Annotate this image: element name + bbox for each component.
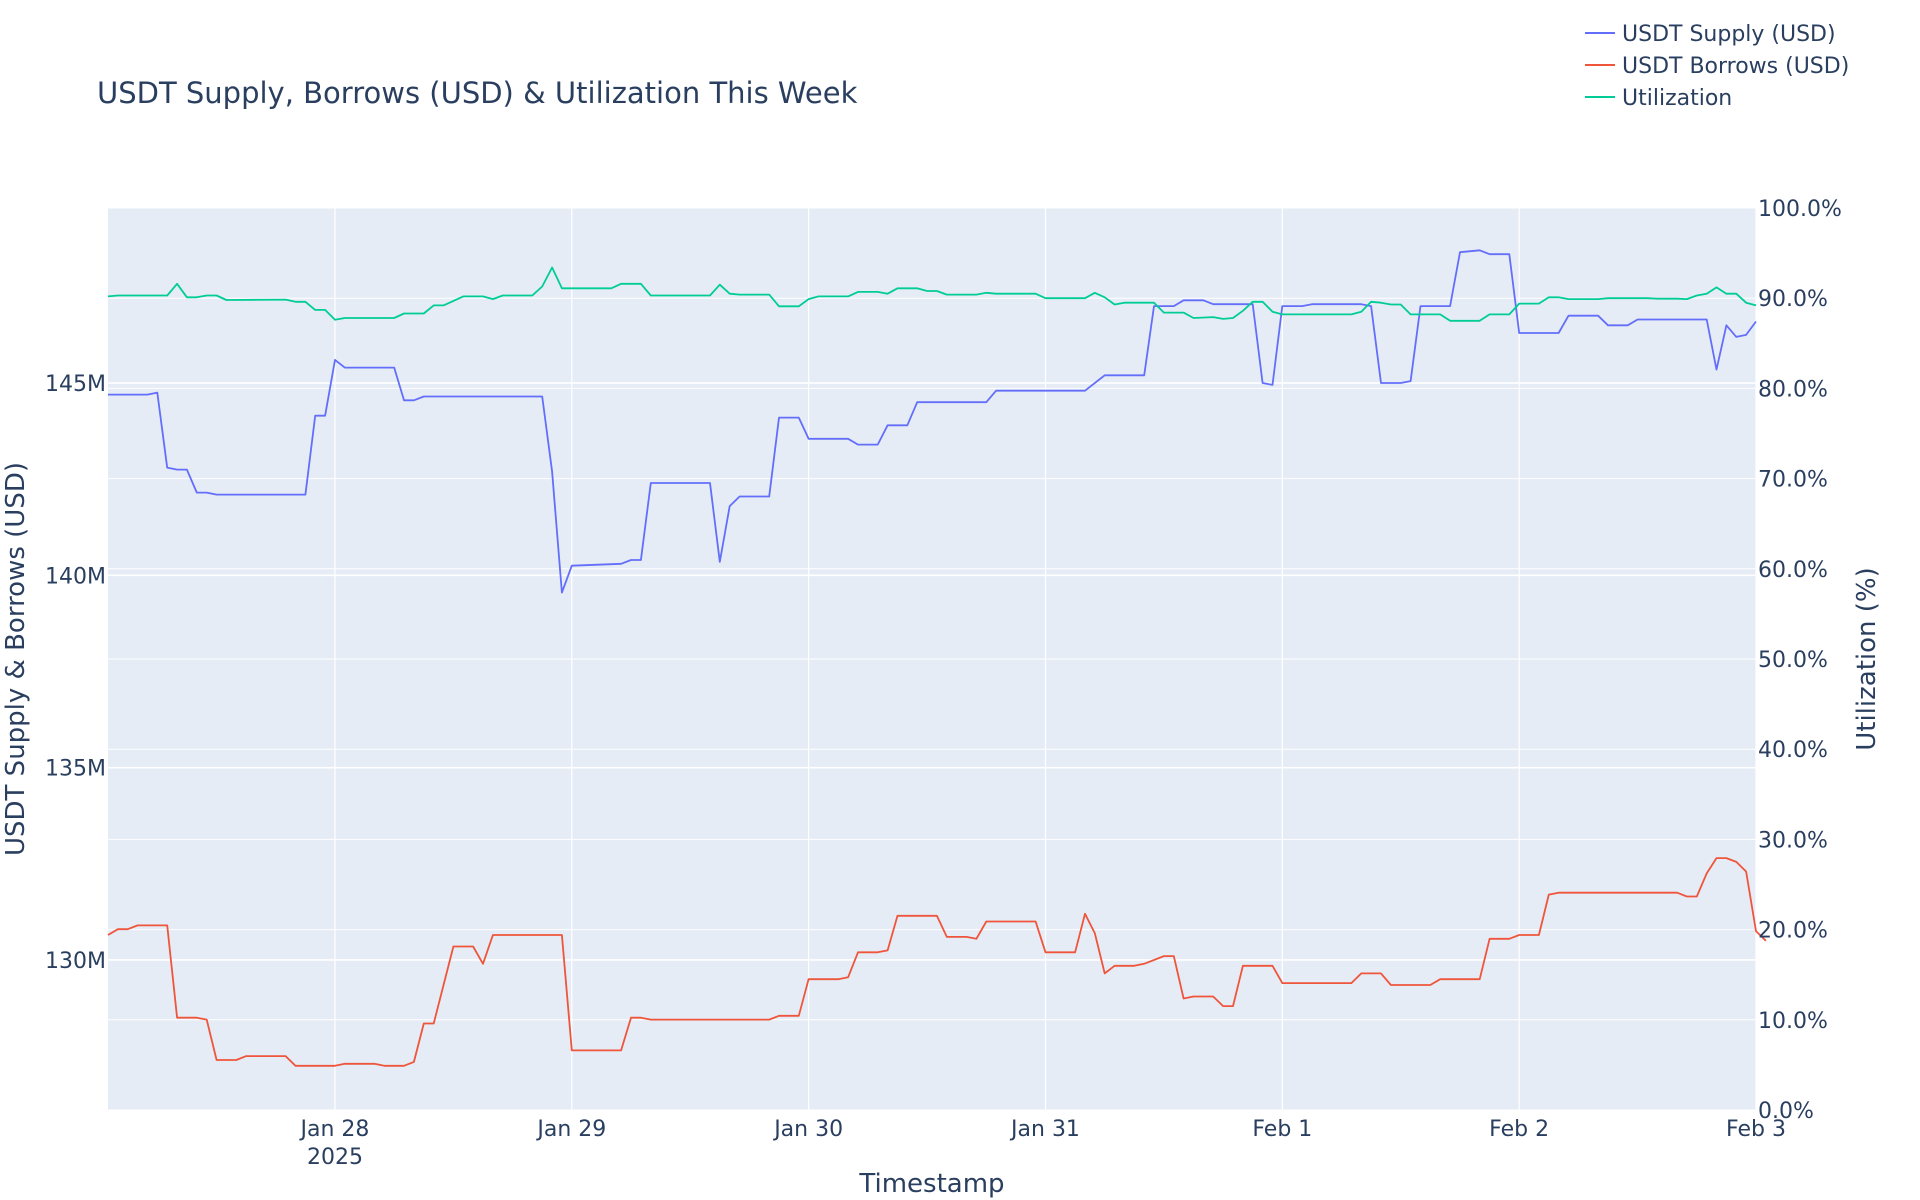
y-right-tick-label: 20.0%: [1758, 919, 1828, 944]
x-tick-label: Feb 3: [1726, 1117, 1786, 1142]
legend-item[interactable]: USDT Borrows (USD): [1585, 54, 1849, 79]
chart-title: USDT Supply, Borrows (USD) & Utilization…: [97, 76, 858, 110]
series-line-usdt-supply-usd: [108, 249, 1757, 594]
y-left-tick-label: 145M: [45, 372, 106, 397]
y-right-tick-label: 0.0%: [1758, 1099, 1814, 1124]
legend-label: Utilization: [1622, 86, 1732, 111]
legend-label: USDT Supply (USD): [1622, 22, 1836, 47]
x-tick-label: Jan 31: [1009, 1117, 1080, 1142]
x-axis-title: Timestamp: [858, 1169, 1004, 1199]
x-axis: Jan 28 2025 Jan 29 Jan 30 Jan 31 Feb 1 Feb 2 Fe…: [299, 1117, 1786, 1170]
y-right-tick-label: 50.0%: [1758, 648, 1828, 673]
y-left-tick-label: 130M: [45, 949, 106, 974]
y-right-tick-label: 10.0%: [1758, 1009, 1828, 1034]
y-axis-right: 0.0% 10.0% 20.0% 30.0% 40.0% 50.0% 60.0% 70.0% 8…: [1758, 197, 1842, 1124]
series-line-usdt-borrows-usd: [107, 857, 1767, 1067]
y-right-tick-label: 80.0%: [1758, 377, 1828, 402]
y-axis-right-title: Utilization (%): [1852, 567, 1882, 751]
y-right-tick-label: 60.0%: [1758, 558, 1828, 583]
x-tick-label: Jan 28: [299, 1117, 370, 1142]
x-tick-label: Feb 1: [1252, 1117, 1312, 1142]
y-right-tick-label: 40.0%: [1758, 738, 1828, 763]
y-left-tick-label: 135M: [45, 757, 106, 782]
x-tick-label: Feb 2: [1489, 1117, 1549, 1142]
y-right-tick-label: 90.0%: [1758, 287, 1828, 312]
y-axis-left: 130M 135M 140M 145M: [45, 372, 106, 974]
y-left-tick-label: 140M: [45, 564, 106, 589]
legend-item[interactable]: USDT Supply (USD): [1585, 22, 1836, 47]
grid: [108, 207, 1757, 1111]
legend-label: USDT Borrows (USD): [1622, 54, 1849, 79]
y-right-tick-label: 70.0%: [1758, 468, 1828, 493]
series-line-utilization: [107, 266, 1757, 322]
series-lines: [107, 249, 1767, 1067]
x-tick-sublabel: 2025: [307, 1145, 363, 1170]
x-tick-label: Jan 30: [772, 1117, 843, 1142]
y-axis-left-title: USDT Supply & Borrows (USD): [1, 462, 31, 856]
x-tick-label: Jan 29: [535, 1117, 606, 1142]
y-right-tick-label: 100.0%: [1758, 197, 1842, 222]
y-right-tick-label: 30.0%: [1758, 828, 1828, 853]
legend[interactable]: USDT Supply (USD) USDT Borrows (USD) Utili…: [1585, 22, 1849, 111]
legend-item[interactable]: Utilization: [1585, 86, 1732, 111]
